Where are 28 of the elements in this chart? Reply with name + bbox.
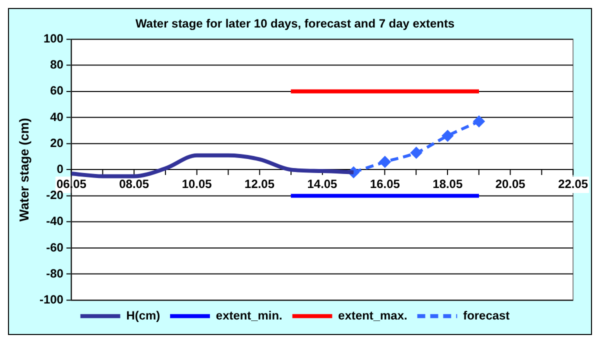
legend-label: extent_max. (338, 308, 408, 322)
x-tick-label: 08.05 (119, 177, 150, 192)
legend-label: H(cm) (126, 308, 160, 322)
x-tick-label: 10.05 (182, 177, 212, 192)
x-tick-label: 18.05 (432, 177, 463, 192)
x-tick-label: 16.05 (370, 177, 400, 192)
y-tick-label: 0 (56, 162, 64, 176)
y-axis-title: Water stage (cm) (16, 118, 32, 222)
y-tick-label: -40 (46, 214, 64, 228)
point (379, 156, 390, 168)
y-tick-label: 80 (50, 58, 64, 72)
x-tick-label: 20.05 (495, 177, 526, 192)
point (410, 147, 422, 158)
legend-label: forecast (463, 308, 510, 322)
y-tick-label: -80 (46, 266, 64, 280)
point (474, 116, 484, 127)
y-tick-label: 40 (50, 110, 64, 124)
x-tick-label: 22.05 (558, 177, 588, 192)
y-tick-label: -60 (46, 240, 64, 254)
y-tick-label: 20 (50, 136, 64, 150)
x-tick-label: 14.05 (307, 177, 338, 192)
point (442, 130, 454, 142)
legend-label: extent_min. (216, 308, 282, 322)
chart-title: Water stage for later 10 days, forecast and 7 day extents (135, 16, 455, 30)
y-tick-label: 60 (50, 84, 64, 98)
y-tick-label: -100 (39, 292, 64, 306)
y-tick-label: 100 (43, 32, 64, 46)
x-tick-label: 12.05 (244, 177, 275, 192)
